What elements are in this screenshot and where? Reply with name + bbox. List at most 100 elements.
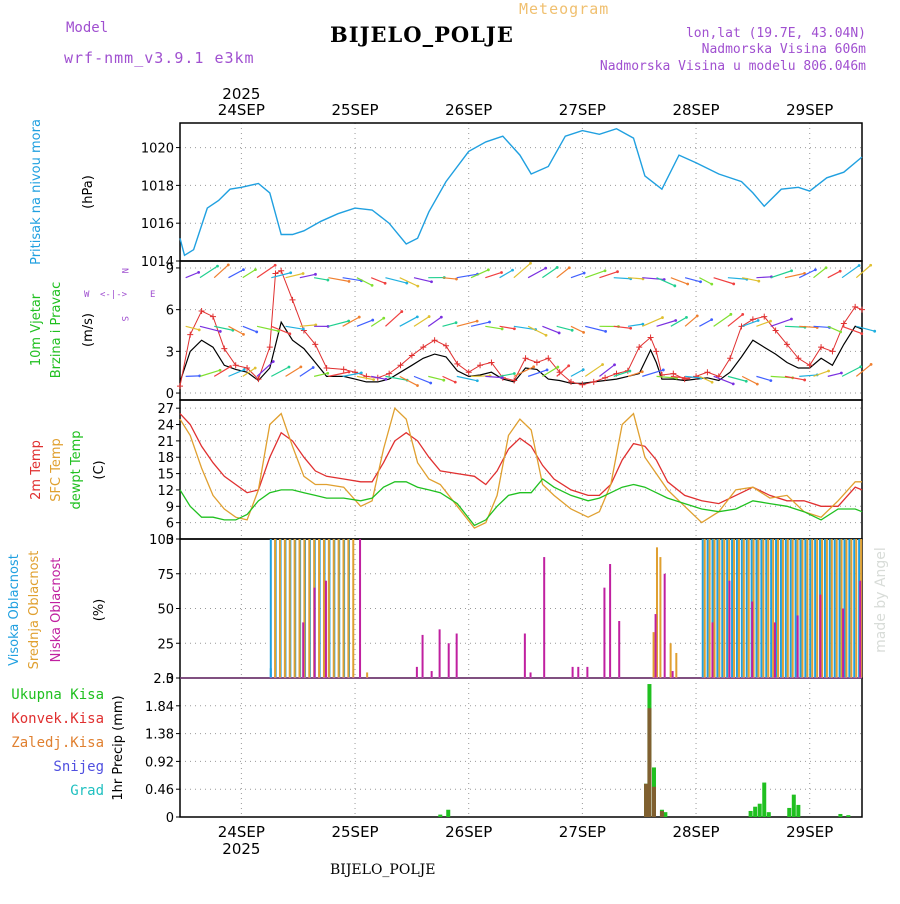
wind-arrow-head xyxy=(757,280,760,283)
wind-arrow-head xyxy=(348,371,351,374)
wind-arrow-head xyxy=(629,327,632,330)
x-tick-label-bottom: 24SEP xyxy=(218,823,265,841)
wind-arrow-head xyxy=(227,264,230,267)
wind-arrow-head xyxy=(673,284,676,287)
wind-arrow xyxy=(828,373,842,376)
y-tick-label-pressure: 1018 xyxy=(141,179,174,194)
wind-arrow-head xyxy=(529,262,532,265)
precip-bar-total xyxy=(753,807,757,817)
y-tick-label-cloud: 25 xyxy=(157,637,174,652)
wind-arrow-head xyxy=(216,265,219,268)
cloud-bar-low xyxy=(728,581,730,678)
cloud-bar-low xyxy=(751,602,753,678)
precip-legend-item: Snijeg xyxy=(53,759,104,775)
wind-arrow xyxy=(443,323,457,327)
wind-arrow xyxy=(371,278,385,284)
wind-arrow-head xyxy=(197,271,200,274)
wind-arrow-head xyxy=(756,383,759,386)
wind-max-marker xyxy=(290,297,296,303)
wind-arrow-head xyxy=(272,360,275,363)
wind-arrow-head xyxy=(532,365,535,368)
precip-bar-total xyxy=(792,795,796,817)
wind-arrow-head xyxy=(511,269,514,272)
cloud-bar-mid xyxy=(845,539,847,678)
wind-arrow-head xyxy=(769,320,772,323)
wind-arrow-head xyxy=(869,264,872,267)
wind-arrow-head xyxy=(428,315,431,318)
wind-arrow-head xyxy=(859,365,862,368)
year-label-top: 2025 xyxy=(222,85,260,103)
wind-arrow xyxy=(243,270,256,278)
wind-arrow-head xyxy=(382,317,385,320)
cloud-bar-low xyxy=(711,622,713,678)
wind-arrow-head xyxy=(360,371,363,374)
wind-arrow-head xyxy=(440,316,443,319)
wind-arrow-head xyxy=(302,328,305,331)
precip-bar-convective xyxy=(644,784,648,817)
wind-arrow-head xyxy=(219,330,222,333)
wind-arrow-head xyxy=(242,333,245,336)
cloud-bar-mid xyxy=(787,539,789,678)
wind-arrow-head xyxy=(568,266,571,269)
wind-arrow-head xyxy=(732,382,735,385)
cloud-bar-low xyxy=(448,643,450,678)
model-elevation-label: Nadmorska Visina u modelu 806.046m xyxy=(600,59,866,74)
cloud-bar-low xyxy=(603,588,605,678)
cloud-bar-high xyxy=(702,539,704,678)
wind-arrow xyxy=(542,326,559,333)
wind-max-marker xyxy=(187,332,193,338)
wind-arrow-head xyxy=(710,318,713,321)
wind-arrow xyxy=(457,376,478,380)
wind-max-marker xyxy=(653,348,659,354)
y-tick-label-temp: 6 xyxy=(166,517,174,532)
wind-arrow-head xyxy=(729,313,732,316)
x-tick-label-top: 29SEP xyxy=(786,101,833,119)
cloud-bar-low xyxy=(543,557,545,678)
wind-arrow-head xyxy=(558,332,561,335)
wind-arrow xyxy=(471,322,490,326)
wind-max-marker xyxy=(221,346,227,352)
wind-arrow-head xyxy=(371,284,374,287)
cloud-bar-low xyxy=(655,614,657,678)
cloud-bar-mid xyxy=(284,539,286,678)
cloud-bar-low xyxy=(524,634,526,678)
y-tick-label-cloud: 50 xyxy=(157,603,174,618)
wind-arrow-head xyxy=(685,316,688,319)
temp-axis-title: 2m Temp xyxy=(29,440,44,500)
cloud-bar-mid xyxy=(342,539,344,678)
wind-max-marker xyxy=(534,359,540,365)
cloud-bar-low xyxy=(572,667,574,678)
wind-arrow-head xyxy=(582,331,585,334)
precip-bar-total xyxy=(446,810,450,817)
x-tick-label-top: 26SEP xyxy=(445,101,492,119)
model-name: wrf-nmm_v3.9.1 e3km xyxy=(64,49,255,67)
wind-arrow xyxy=(657,278,675,286)
wind-arrow-head xyxy=(674,319,677,322)
cloud-bar-mid xyxy=(352,539,354,678)
cloud-bar-high xyxy=(741,539,743,678)
wind-arrow xyxy=(186,272,199,277)
compass-north: N xyxy=(119,268,129,273)
wind-arrow-head xyxy=(454,381,457,384)
precip-bar-total xyxy=(787,808,791,817)
compass-axis: <-|-> xyxy=(100,290,128,300)
wind-arrow xyxy=(257,326,278,331)
cloud-bar-mid xyxy=(723,539,725,678)
wind-max-marker xyxy=(267,344,273,350)
wind-arrow-head xyxy=(757,319,760,322)
wind-arrow-head xyxy=(254,367,257,370)
y-tick-label-pressure: 1020 xyxy=(141,142,174,157)
wind-arrow-head xyxy=(699,280,702,283)
precip-axis-title: 1hr Precip (mm) xyxy=(111,695,126,800)
wind-arrow-head xyxy=(839,270,842,273)
wind-arrow xyxy=(500,374,515,377)
wind-arrow-head xyxy=(604,269,607,272)
wind-arrow-head xyxy=(358,316,361,319)
cloud-bar-mid xyxy=(831,539,833,678)
cloud-bar-high xyxy=(824,539,826,678)
temp-line-dewpt-temp xyxy=(180,479,862,525)
cloud-bar-low xyxy=(618,621,620,678)
wind-arrow-head xyxy=(416,384,419,387)
wind-arrow-head xyxy=(348,280,351,283)
cloud-bar-mid xyxy=(762,539,764,678)
